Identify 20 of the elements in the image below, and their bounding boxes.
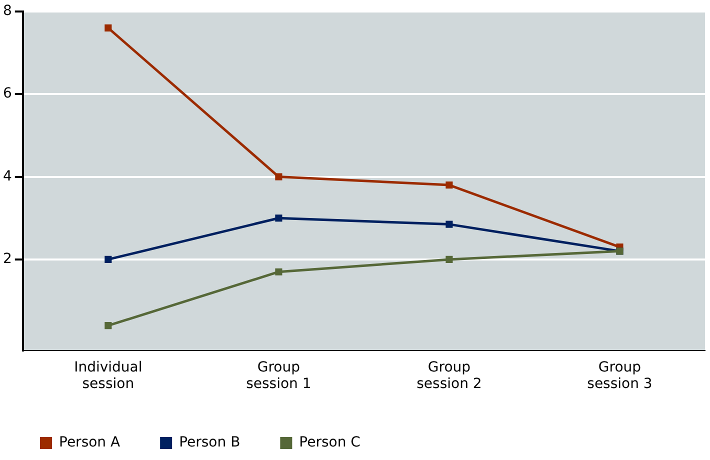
point — [446, 256, 453, 263]
y-tick-label: 2 — [2, 251, 12, 268]
x-tick-label: Group session 2 — [416, 359, 482, 392]
x-tick-label: Individual session — [74, 359, 142, 392]
y-tick-label: 6 — [2, 86, 12, 102]
x-tick-label: Group session 3 — [587, 359, 652, 392]
point — [104, 322, 112, 330]
legend-label: Person C — [299, 434, 361, 451]
point — [275, 268, 282, 276]
x-tick-label: Group session 1 — [246, 359, 312, 392]
legend-label: Person B — [179, 434, 240, 451]
point — [275, 214, 282, 222]
point — [104, 24, 112, 32]
y-tick-label: 4 — [2, 168, 12, 184]
point — [275, 173, 282, 180]
y-tick-label: 8 — [2, 3, 12, 20]
point — [104, 256, 112, 263]
point — [446, 182, 453, 189]
legend-label: Person A — [59, 434, 120, 451]
point — [446, 220, 453, 228]
